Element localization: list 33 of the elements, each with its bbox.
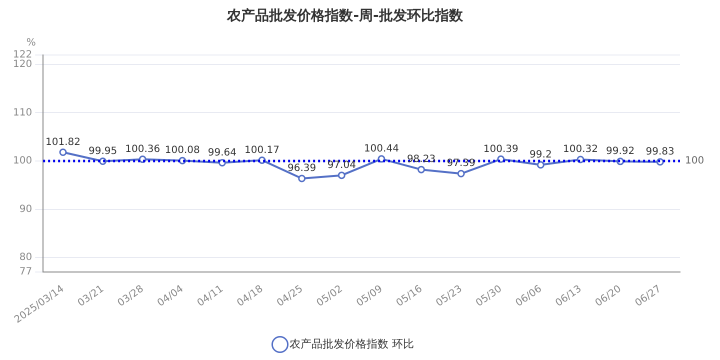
data-label: 99.2 [530, 150, 552, 160]
data-label: 100.08 [164, 145, 200, 156]
y-tick-label: 120 [12, 59, 32, 70]
data-label: 99.95 [88, 146, 118, 157]
data-label: 100.36 [125, 144, 160, 155]
point [338, 172, 346, 180]
y-tick-label: 90 [19, 204, 32, 215]
data-label: 100.17 [244, 144, 280, 156]
data-label: 101.82 [45, 136, 80, 148]
data-label: 100.44 [364, 144, 399, 155]
y-tick-label: 122 [12, 49, 32, 60]
point [536, 161, 544, 169]
data-label: 100.32 [562, 144, 598, 156]
point [457, 170, 465, 178]
point [59, 148, 67, 156]
data-label: 99.64 [208, 147, 237, 158]
y-tick-label: 80 [19, 252, 32, 264]
data-label: 99.83 [646, 146, 674, 158]
legend-label: 农产品批发价格指数 环比 [290, 337, 414, 350]
data-label: 99.92 [606, 146, 635, 158]
point [298, 174, 306, 182]
data-label: 100.39 [483, 144, 518, 155]
y-tick-label: 77 [19, 266, 32, 278]
data-label: 96.39 [288, 163, 316, 174]
y-tick-label: 100 [12, 156, 32, 167]
data-label: 98.23 [406, 154, 436, 166]
chart-title: 农产品批发价格指数-周-批发环比指数 [226, 7, 464, 24]
point [418, 166, 426, 174]
y-axis-title: % [26, 37, 36, 48]
data-label: 97.39 [446, 158, 476, 170]
data-label: 97.04 [327, 160, 356, 171]
y-tick-label: 110 [12, 107, 32, 118]
ref-line-label: 100 [685, 156, 704, 167]
